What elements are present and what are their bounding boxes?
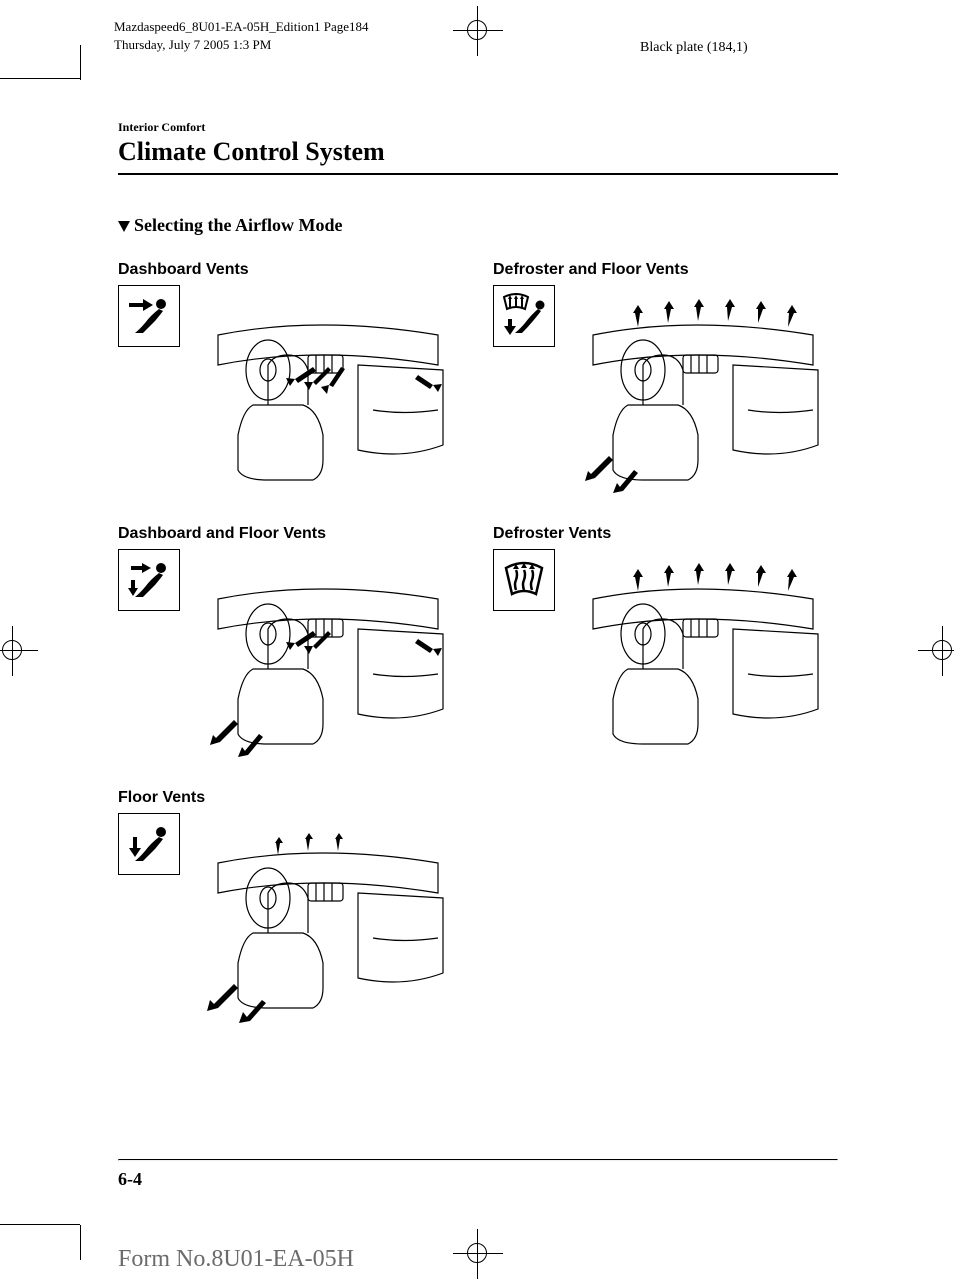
crop-mark-bottom-left-icon <box>0 1224 80 1225</box>
section-rule <box>118 173 838 175</box>
triangle-down-icon <box>118 221 130 232</box>
face-vent-icon <box>118 285 180 347</box>
floor-vent-icon <box>118 813 180 875</box>
print-file-line: Mazdaspeed6_8U01-EA-05H_Edition1 Page184 <box>114 18 369 36</box>
footer-rule <box>118 1159 838 1161</box>
mode-dash-floor: Dashboard and Floor Vents <box>118 525 463 769</box>
mode-floor-label: Floor Vents <box>118 789 463 807</box>
bilevel-vent-icon <box>118 549 180 611</box>
mode-dash-floor-figure <box>118 549 463 769</box>
modes-grid: Dashboard Vents <box>118 261 838 1033</box>
print-date-line: Thursday, July 7 2005 1:3 PM <box>114 36 369 54</box>
mode-defrost-floor-label: Defroster and Floor Vents <box>493 261 838 279</box>
mode-dashboard-label: Dashboard Vents <box>118 261 463 279</box>
crop-mark-left-icon <box>0 78 80 79</box>
subsection-title-text: Selecting the Airflow Mode <box>134 215 342 235</box>
print-meta: Mazdaspeed6_8U01-EA-05H_Edition1 Page184… <box>114 18 369 54</box>
mode-floor: Floor Vents <box>118 789 463 1033</box>
section-title: Climate Control System <box>118 137 838 167</box>
subsection: Selecting the Airflow Mode Dashboard Ven… <box>118 215 838 1033</box>
defrost-vent-icon <box>493 549 555 611</box>
black-plate-label: Black plate (184,1) <box>640 40 748 56</box>
crop-mark-left-v-icon <box>80 45 81 80</box>
crop-mark-top-icon <box>467 20 487 40</box>
crop-mark-bottom-icon <box>467 1243 487 1263</box>
cabin-defrost-icon <box>533 559 833 759</box>
cabin-defrost-floor-icon <box>533 295 833 495</box>
cabin-floor-icon <box>158 823 458 1023</box>
subsection-title: Selecting the Airflow Mode <box>118 215 838 236</box>
mode-defrost-label: Defroster Vents <box>493 525 838 543</box>
crop-mark-bottom-left-v-icon <box>80 1225 81 1260</box>
mode-defrost-floor: Defroster and Floor Vents <box>493 261 838 505</box>
page-content: Interior Comfort Climate Control System … <box>118 120 838 1033</box>
crop-mark-left-mid-icon <box>2 640 22 660</box>
mode-dashboard-figure <box>118 285 463 505</box>
crop-mark-right-mid-icon <box>932 640 952 660</box>
mode-dash-floor-label: Dashboard and Floor Vents <box>118 525 463 543</box>
mode-defrost-figure <box>493 549 838 769</box>
mode-floor-figure <box>118 813 463 1033</box>
section-eyebrow: Interior Comfort <box>118 120 838 135</box>
page-number: 6-4 <box>118 1169 142 1190</box>
mode-defrost: Defroster Vents <box>493 525 838 769</box>
mode-defrost-floor-figure <box>493 285 838 505</box>
cabin-dashboard-icon <box>158 295 458 495</box>
defrost-floor-vent-icon <box>493 285 555 347</box>
mode-dashboard: Dashboard Vents <box>118 261 463 505</box>
form-number: Form No.8U01-EA-05H <box>118 1246 354 1273</box>
cabin-dash-floor-icon <box>158 559 458 759</box>
